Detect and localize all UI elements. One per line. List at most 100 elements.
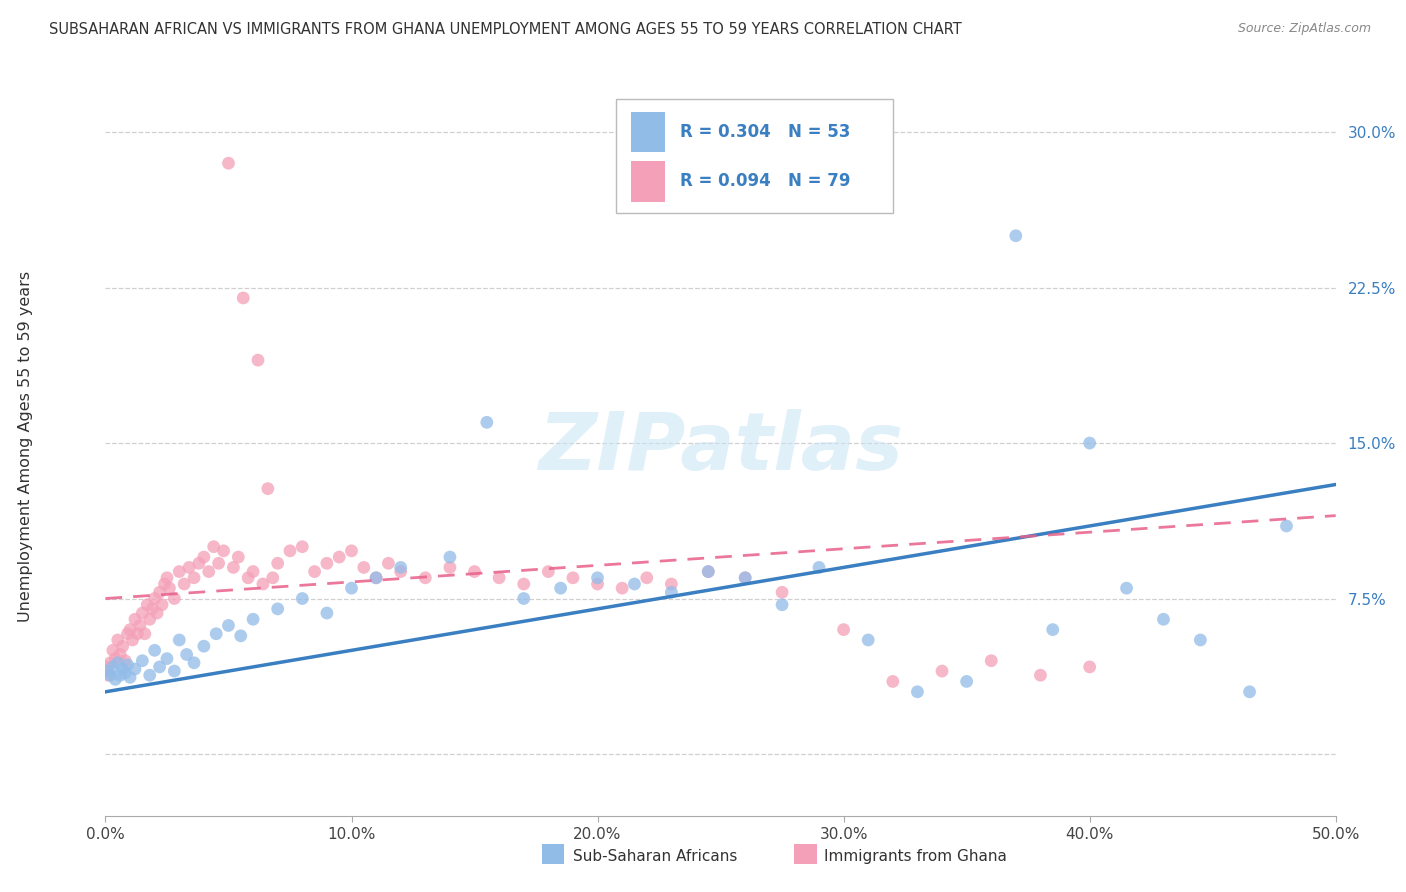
Point xyxy=(586,571,609,585)
Point xyxy=(97,668,120,682)
Point xyxy=(149,660,172,674)
Point xyxy=(222,560,245,574)
Point xyxy=(610,581,633,595)
Point xyxy=(661,577,683,591)
Point xyxy=(931,664,953,678)
Point xyxy=(832,623,855,637)
Point xyxy=(156,571,179,585)
Point xyxy=(697,565,720,579)
Point xyxy=(907,685,929,699)
Point xyxy=(882,674,904,689)
Point xyxy=(153,577,176,591)
Point xyxy=(366,571,388,585)
Point xyxy=(661,585,683,599)
Point xyxy=(117,626,139,640)
Point xyxy=(134,626,156,640)
Point xyxy=(257,482,280,496)
Point xyxy=(586,577,609,591)
Point xyxy=(163,664,186,678)
Point xyxy=(232,291,254,305)
FancyBboxPatch shape xyxy=(616,99,893,213)
Text: Source: ZipAtlas.com: Source: ZipAtlas.com xyxy=(1237,22,1371,36)
Point xyxy=(377,556,399,570)
Point xyxy=(110,648,132,662)
Point xyxy=(218,156,240,170)
Point xyxy=(262,571,284,585)
Point xyxy=(188,556,211,570)
Text: R = 0.094   N = 79: R = 0.094 N = 79 xyxy=(681,172,851,190)
Point xyxy=(242,565,264,579)
Bar xyxy=(631,161,665,202)
Point xyxy=(143,643,166,657)
Bar xyxy=(794,844,817,864)
Point xyxy=(734,571,756,585)
Point xyxy=(247,353,270,368)
Point xyxy=(439,550,461,565)
Point xyxy=(242,612,264,626)
Text: Sub-Saharan Africans: Sub-Saharan Africans xyxy=(574,849,737,864)
Point xyxy=(389,565,412,579)
Point xyxy=(107,656,129,670)
Point xyxy=(114,666,136,681)
Point xyxy=(328,550,350,565)
Point xyxy=(1029,668,1052,682)
Point xyxy=(1078,436,1101,450)
Point xyxy=(97,664,120,678)
Point xyxy=(550,581,572,595)
Point xyxy=(475,415,498,429)
Point xyxy=(562,571,585,585)
Point xyxy=(228,550,250,565)
Point xyxy=(537,565,560,579)
Point xyxy=(120,670,141,684)
Point xyxy=(1239,685,1261,699)
Point xyxy=(956,674,979,689)
Point xyxy=(121,632,143,647)
Text: R = 0.304   N = 53: R = 0.304 N = 53 xyxy=(681,123,851,141)
Point xyxy=(156,651,179,665)
Point xyxy=(513,577,536,591)
Text: SUBSAHARAN AFRICAN VS IMMIGRANTS FROM GHANA UNEMPLOYMENT AMONG AGES 55 TO 59 YEA: SUBSAHARAN AFRICAN VS IMMIGRANTS FROM GH… xyxy=(49,22,962,37)
Point xyxy=(1153,612,1175,626)
Point xyxy=(267,556,290,570)
Point xyxy=(143,591,166,606)
Point xyxy=(734,571,756,585)
Point xyxy=(169,565,191,579)
Point xyxy=(413,571,436,585)
Point xyxy=(464,565,486,579)
Point xyxy=(98,668,122,682)
Point xyxy=(127,626,149,640)
Point xyxy=(513,591,536,606)
Point xyxy=(1189,632,1212,647)
Point xyxy=(340,544,363,558)
Point xyxy=(179,560,201,574)
Point xyxy=(488,571,510,585)
Point xyxy=(291,591,314,606)
Point xyxy=(159,581,180,595)
Point xyxy=(117,657,139,672)
Point xyxy=(353,560,375,574)
Point xyxy=(107,632,129,647)
Point xyxy=(146,606,169,620)
Point xyxy=(173,577,195,591)
Point xyxy=(98,656,122,670)
Point xyxy=(229,629,252,643)
Point xyxy=(149,585,172,599)
Point xyxy=(439,560,461,574)
Point xyxy=(129,618,152,632)
Point xyxy=(150,598,173,612)
Point xyxy=(101,643,124,657)
Point xyxy=(980,654,1002,668)
Bar xyxy=(631,112,665,153)
Point xyxy=(94,660,117,674)
Point xyxy=(131,654,153,668)
Point xyxy=(304,565,326,579)
Bar xyxy=(543,844,564,864)
Point xyxy=(1004,228,1026,243)
Point xyxy=(104,673,127,687)
Point xyxy=(163,591,186,606)
Point xyxy=(169,632,191,647)
Point xyxy=(176,648,198,662)
Point xyxy=(124,612,146,626)
Point xyxy=(366,571,388,585)
Point xyxy=(1275,519,1298,533)
